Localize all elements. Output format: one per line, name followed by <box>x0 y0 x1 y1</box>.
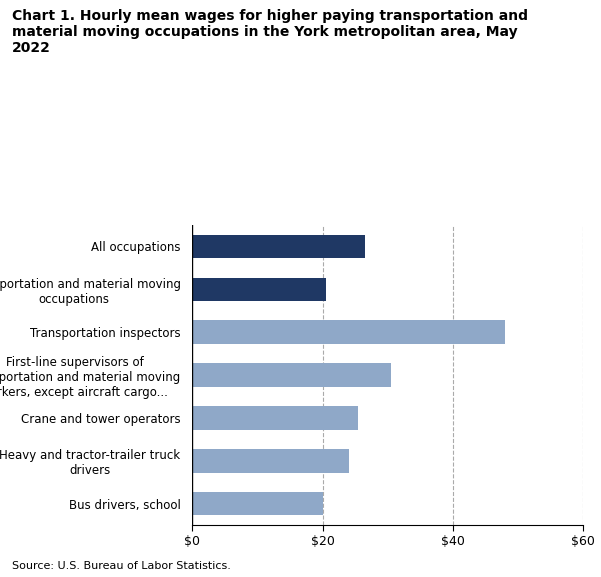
Bar <box>192 492 323 515</box>
Bar <box>192 278 326 301</box>
Bar <box>192 235 365 258</box>
Bar <box>192 449 349 473</box>
Text: Chart 1. Hourly mean wages for higher paying transportation and
material moving : Chart 1. Hourly mean wages for higher pa… <box>12 9 528 55</box>
Bar <box>192 320 505 344</box>
Bar <box>192 406 358 430</box>
Text: Source: U.S. Bureau of Labor Statistics.: Source: U.S. Bureau of Labor Statistics. <box>12 561 231 571</box>
Bar <box>192 364 391 387</box>
